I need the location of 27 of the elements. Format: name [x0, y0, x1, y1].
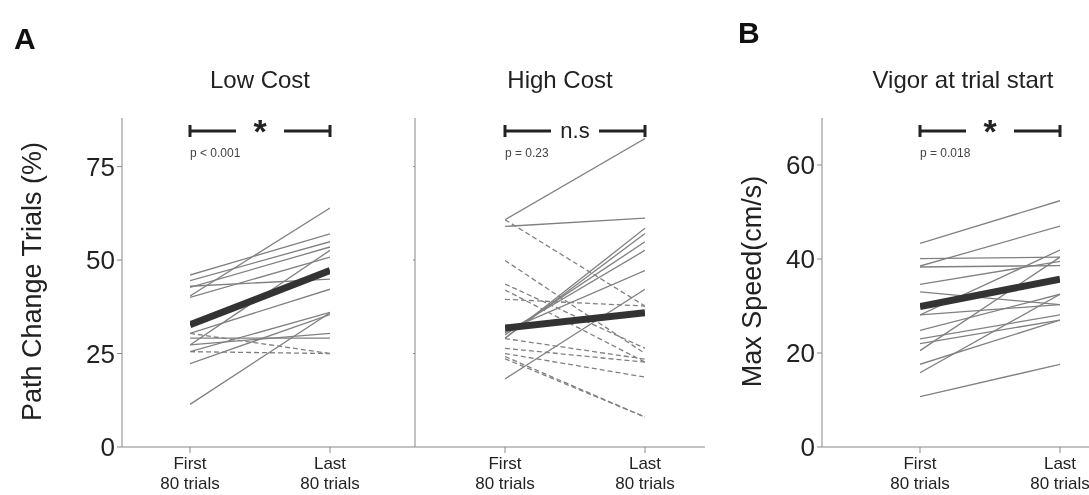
y-tick-label: 75: [86, 151, 115, 182]
x-tick-label: First 80 trials: [475, 454, 535, 493]
chart-title: Vigor at trial start: [871, 66, 1055, 94]
chart-title: Low Cost: [208, 66, 311, 94]
annotation: p = 0.018: [920, 146, 971, 160]
y-tick-label: 0: [100, 432, 115, 463]
text: B: [738, 16, 760, 50]
x-tick-label: Last 80 trials: [1030, 454, 1089, 493]
x-tick-label: Last 80 trials: [300, 454, 360, 493]
x-tick-label: Last 80 trials: [615, 454, 675, 493]
annotation: *: [252, 112, 268, 150]
annotation: n.s: [559, 117, 591, 145]
y-tick-label: 25: [86, 338, 115, 369]
y-tick-label: 40: [786, 244, 815, 275]
y-axis-title: Path Change Trials (%): [16, 140, 48, 424]
y-tick-label: 0: [800, 432, 815, 463]
y-tick-label: 60: [786, 150, 815, 181]
text: A: [14, 22, 36, 56]
y-axis-title: Max Speed(cm/s): [736, 174, 768, 390]
x-tick-label: First 80 trials: [160, 454, 220, 493]
annotation: p < 0.001: [190, 146, 241, 160]
chart-title: High Cost: [506, 66, 614, 94]
y-tick-label: 20: [786, 338, 815, 369]
annotation: *: [982, 112, 998, 150]
x-tick-label: First 80 trials: [890, 454, 950, 493]
y-tick-label: 50: [86, 245, 115, 276]
annotation: p = 0.23: [505, 146, 549, 160]
